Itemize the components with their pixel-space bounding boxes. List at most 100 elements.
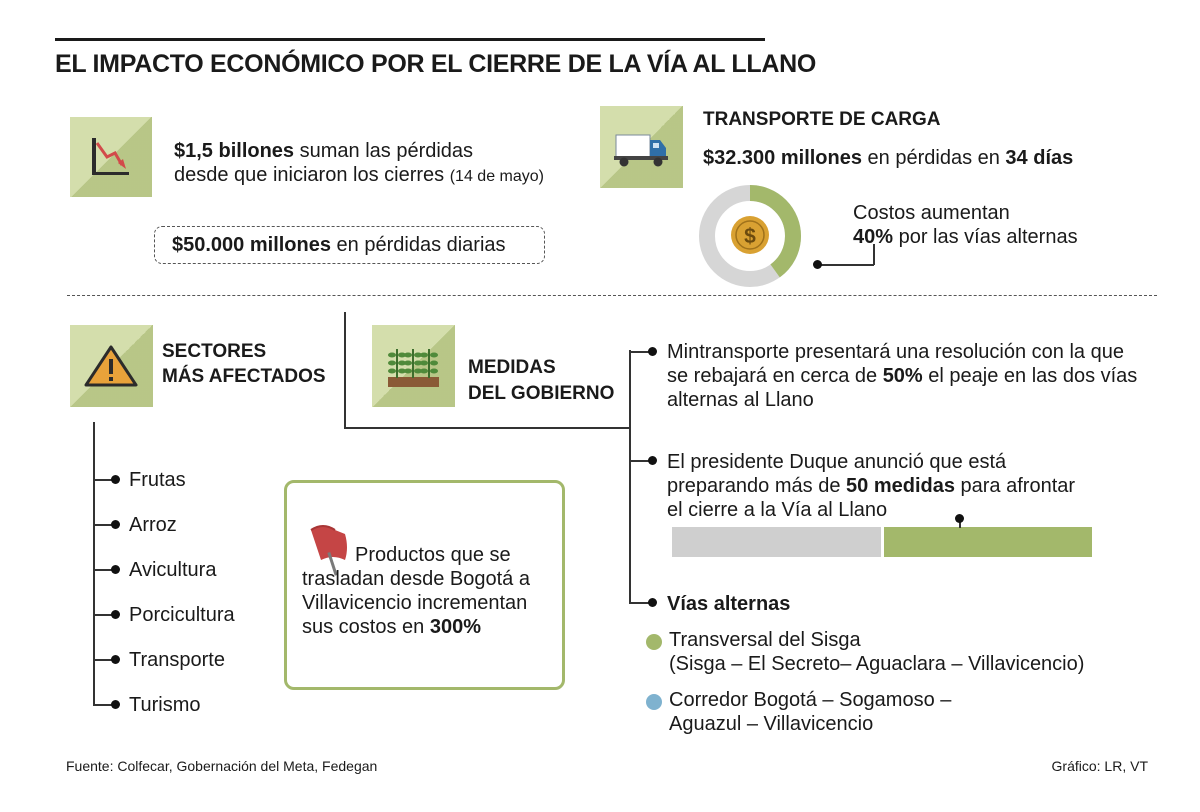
- toll-bar-remaining: [672, 527, 881, 557]
- source-note: Fuente: Colfecar, Gobernación del Meta, …: [66, 758, 378, 774]
- sector-item: Avicultura: [129, 559, 217, 581]
- gov-tree-trunk: [629, 350, 631, 603]
- sector-item: Porcicultura: [129, 604, 235, 626]
- daily-amount: $50.000 millones: [172, 234, 331, 256]
- plants-icon-box: [372, 325, 455, 407]
- losses-total: $1,5 billones suman las pérdidas: [174, 139, 473, 163]
- daily-losses-box: [154, 226, 545, 264]
- chart-down-icon: [92, 138, 129, 175]
- measure2-line3: el cierre a la Vía al Llano: [667, 499, 888, 521]
- credit-note: Gráfico: LR, VT: [1051, 758, 1148, 774]
- warning-icon: [84, 345, 138, 387]
- sector-branch: [93, 704, 115, 706]
- products-line1: Productos que se: [355, 544, 511, 566]
- warning-icon-box: [70, 325, 153, 407]
- sector-dot: [111, 475, 120, 484]
- costs-connector-v: [873, 244, 875, 265]
- products-box: [284, 480, 565, 690]
- measure1-line2-pre: se rebajará en cerca de: [667, 365, 883, 387]
- costs-connector-h: [818, 264, 874, 266]
- daily-rest: en pérdidas diarias: [330, 234, 506, 256]
- sectors-heading-2: MÁS AFECTADOS: [162, 366, 326, 387]
- losses-line1-rest: suman las pérdidas: [294, 140, 474, 162]
- toll-bar-reduction: [883, 527, 1092, 557]
- measure2-line2-post: para afrontar: [954, 475, 1076, 497]
- truck-icon-box: [600, 106, 683, 188]
- measure1-dot: [648, 347, 657, 356]
- svg-text:$: $: [744, 225, 756, 248]
- donut-share: [699, 185, 801, 287]
- toll-bar-pointer-dot: [955, 514, 964, 523]
- transport-amount: $32.300 millones: [703, 147, 862, 169]
- gov-heading-2: DEL GOBIERNO: [468, 383, 615, 404]
- route1-color-dot: [646, 634, 662, 650]
- sector-dot: [111, 610, 120, 619]
- costs-line1: Costos aumentan: [853, 202, 1010, 224]
- chart-icon-box: [70, 117, 152, 197]
- products-line4: sus costos en 300%: [302, 615, 481, 639]
- sector-branch: [93, 479, 115, 481]
- measure1-branch: [629, 351, 651, 353]
- losses-amount: $1,5 billones: [174, 140, 295, 162]
- losses-since-text: desde que iniciaron los cierres: [174, 164, 445, 186]
- measure1-line3: alternas al Llano: [667, 389, 814, 411]
- transport-heading: TRANSPORTE DE CARGA: [703, 109, 941, 130]
- sector-item: Arroz: [129, 514, 177, 536]
- route2-color-dot: [646, 694, 662, 710]
- route1-line1: Transversal del Sisga: [669, 629, 861, 651]
- losses-date-note: (14 de mayo): [449, 168, 544, 185]
- toll-reduction-bar: [672, 527, 1092, 557]
- measure1-line2: se rebajará en cerca de 50% el peaje en …: [667, 364, 1137, 388]
- route1-line2: (Sisga – El Secreto– Aguaclara – Villavi…: [669, 653, 1085, 675]
- products-line2: trasladan desde Bogotá a: [302, 568, 530, 590]
- measure2-branch: [629, 460, 651, 462]
- truck-icon: [614, 134, 668, 167]
- gov-heading-1: MEDIDAS: [468, 357, 556, 378]
- measure2-dot: [648, 456, 657, 465]
- measure2-line1: El presidente Duque anunció que está: [667, 451, 1007, 473]
- cost-donut-chart: $: [699, 185, 801, 287]
- route2-line1: Corredor Bogotá – Sogamoso –: [669, 689, 952, 711]
- sector-branch: [93, 614, 115, 616]
- measure2-line2: preparando más de 50 medidas para afront…: [667, 474, 1075, 498]
- transport-losses: $32.300 millones en pérdidas en 34 días: [703, 146, 1073, 170]
- measure2-line2-pre: preparando más de: [667, 475, 847, 497]
- plants-icon: [388, 349, 439, 387]
- dollar-coin-icon: $: [731, 216, 769, 254]
- section-divider: [67, 295, 1157, 296]
- title-rule: [55, 38, 765, 41]
- sector-item: Turismo: [129, 694, 201, 716]
- sector-branch: [93, 659, 115, 661]
- products-line3: Villavicencio incrementan: [302, 592, 528, 614]
- sector-dot: [111, 700, 120, 709]
- costs-connector-dot: [813, 260, 822, 269]
- sector-item: Transporte: [129, 649, 225, 671]
- losses-line2: desde que iniciaron los cierres (14 de m…: [174, 163, 544, 189]
- toll-bar-pointer: [959, 518, 961, 528]
- sector-branch: [93, 569, 115, 571]
- measure1-pct: 50%: [882, 365, 923, 387]
- routes-dot: [648, 598, 657, 607]
- sector-dot: [111, 655, 120, 664]
- products-line4-pre: sus costos en: [302, 616, 430, 638]
- gov-connector-left: [344, 312, 346, 428]
- route2-line2: Aguazul – Villavicencio: [669, 713, 874, 735]
- page-title: EL IMPACTO ECONÓMICO POR EL CIERRE DE LA…: [55, 50, 817, 78]
- flag-icon: [310, 525, 347, 576]
- sector-branch: [93, 524, 115, 526]
- routes-branch: [629, 602, 651, 604]
- products-pct: 300%: [429, 616, 481, 638]
- measure2-bold: 50 medidas: [846, 475, 955, 497]
- costs-pct: 40%: [853, 226, 894, 248]
- measure1-line2-post: el peaje en las dos vías: [922, 365, 1138, 387]
- sectors-tree-trunk: [93, 422, 95, 706]
- sectors-heading-1: SECTORES: [162, 341, 267, 362]
- daily-losses-text: $50.000 millones en pérdidas diarias: [172, 233, 506, 257]
- costs-line2: 40% por las vías alternas: [853, 225, 1078, 249]
- costs-rest: por las vías alternas: [893, 226, 1078, 248]
- routes-heading: Vías alternas: [667, 593, 791, 615]
- transport-mid: en pérdidas en: [861, 147, 1006, 169]
- transport-days: 34 días: [1005, 147, 1074, 169]
- gov-connector-bottom: [344, 427, 630, 429]
- measure1-line1: Mintransporte presentará una resolución …: [667, 341, 1124, 363]
